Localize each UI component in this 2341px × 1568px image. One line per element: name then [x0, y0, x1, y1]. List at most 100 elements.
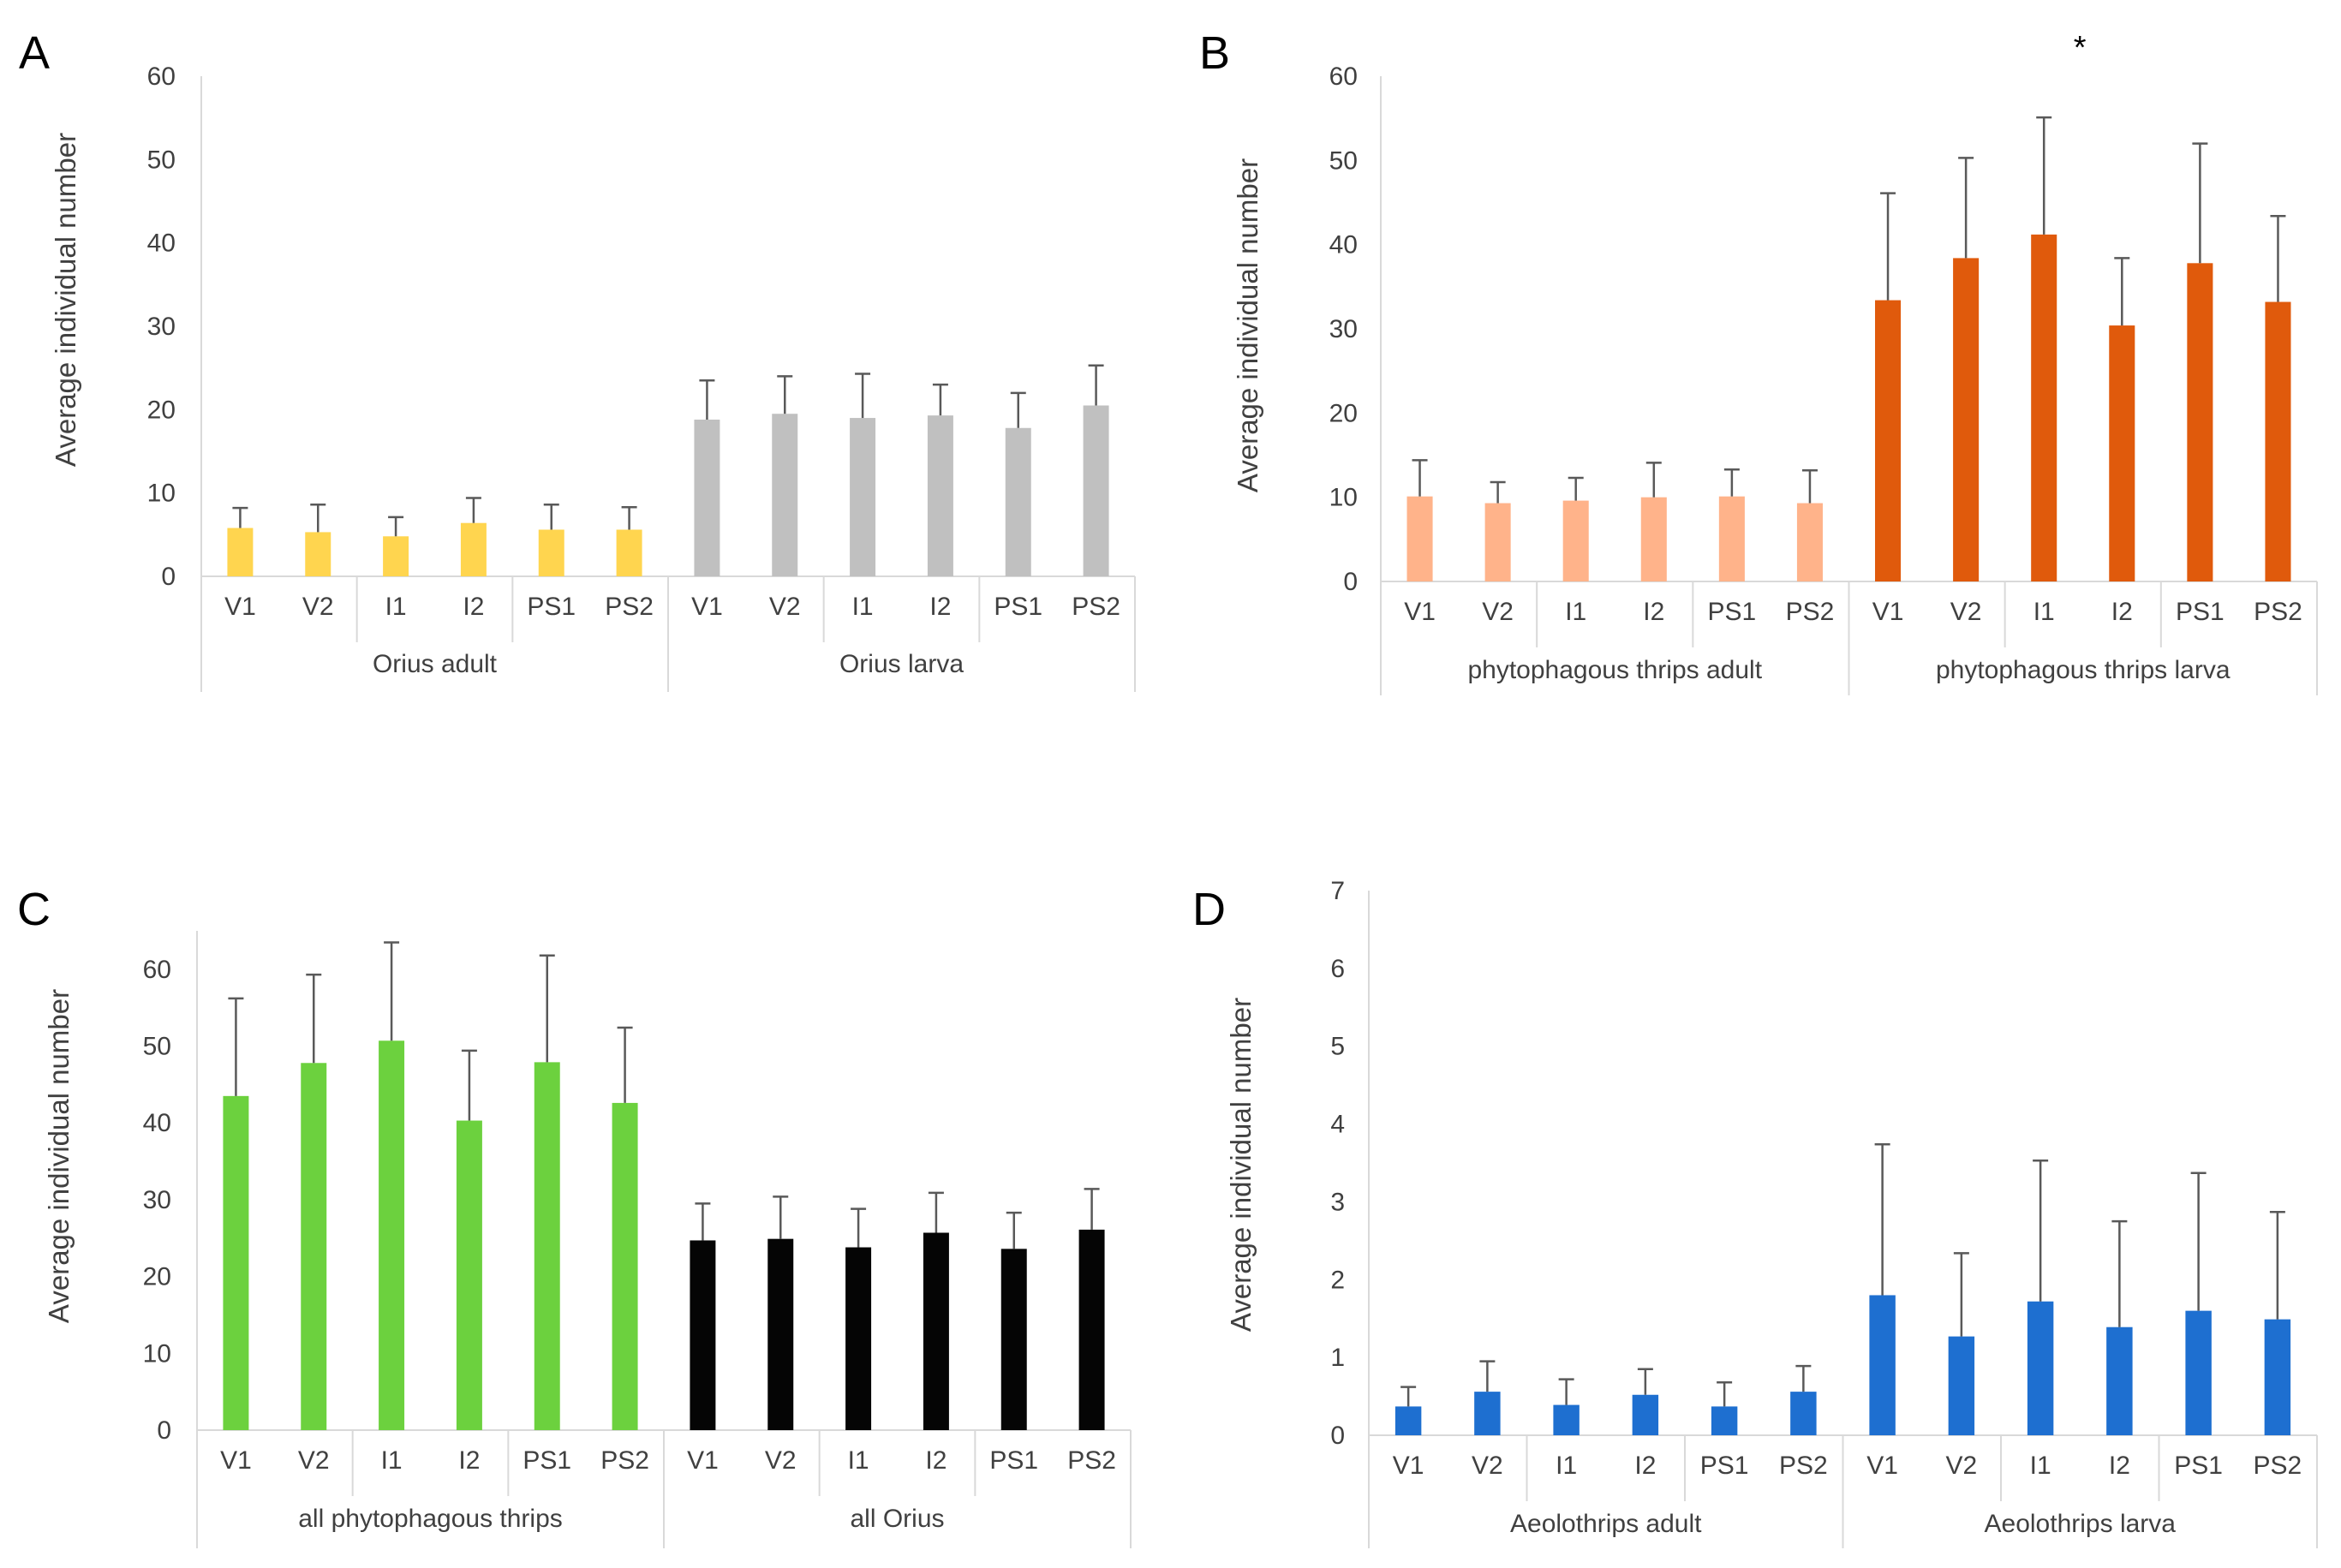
- panel-b-significance-marker: *: [2074, 30, 2087, 66]
- panel-b-category-label: I1: [1565, 598, 1586, 626]
- panel-c-category-label: V1: [220, 1446, 252, 1475]
- panel-b-bar: [1796, 503, 1823, 581]
- panel-b-ytick: 30: [1329, 315, 1358, 343]
- panel-a-ytick: 20: [147, 396, 176, 424]
- panel-d-category-label: PS1: [1700, 1452, 1749, 1480]
- panel-d-ytick: 3: [1330, 1188, 1345, 1216]
- panel-d-ytick: 0: [1330, 1422, 1345, 1450]
- panel-b-group-label: phytophagous thrips larva: [1936, 656, 2231, 684]
- panel-a-ytick: 30: [147, 313, 176, 341]
- panel-b-bar: [2109, 325, 2135, 581]
- panel-c-category-label: PS1: [523, 1446, 571, 1475]
- panel-c-group-label: all phytophagous thrips: [298, 1505, 563, 1533]
- panel-a-bar: [227, 528, 254, 576]
- panel-a-category-label: PS1: [527, 593, 576, 621]
- panel-d-category-label: V1: [1866, 1452, 1898, 1480]
- panel-d-category-label: PS2: [2254, 1452, 2302, 1480]
- panel-a-bar: [927, 415, 953, 576]
- panel-c-ylabel: Average individual number: [43, 989, 75, 1323]
- panel-a-category-label: I2: [929, 593, 951, 621]
- panel-b-ytick: 60: [1329, 63, 1358, 91]
- panel-a-ytick: 60: [147, 63, 176, 91]
- panel-b-bar: [1875, 300, 1902, 581]
- panel-a-ytick: 10: [147, 480, 176, 508]
- panel-c-bar: [379, 1040, 405, 1430]
- panel-b-bar: [2265, 301, 2291, 581]
- panel-a-bar: [538, 529, 564, 576]
- panel-d-bar: [2185, 1310, 2212, 1435]
- chart-panel-a: A Average individual number 0 10 20 30 40 50 60 V…: [19, 27, 1136, 692]
- panel-a-bar: [1083, 405, 1109, 576]
- panel-c-category-label: I2: [925, 1446, 947, 1475]
- panel-a-bar: [616, 529, 642, 576]
- panel-a-bar: [1005, 427, 1031, 576]
- panel-a-group-label: Orius larva: [839, 650, 964, 678]
- panel-d-category-label: PS2: [1779, 1452, 1828, 1480]
- panel-d-bar: [1948, 1336, 1975, 1435]
- panel-a-bar: [460, 522, 487, 576]
- panel-c-ytick: 20: [143, 1263, 171, 1291]
- panel-c-bar: [923, 1232, 949, 1430]
- panel-d-ylabel: Average individual number: [1225, 998, 1257, 1332]
- panel-d-ytick: 6: [1330, 955, 1345, 983]
- panel-b-bar: [1640, 497, 1667, 581]
- panel-b-category-label: V1: [1404, 598, 1436, 626]
- panel-d-bar: [1553, 1404, 1580, 1435]
- panel-a-category-label: V2: [769, 593, 801, 621]
- panel-c-category-label: V1: [687, 1446, 719, 1475]
- panel-b-category-label: V1: [1872, 598, 1904, 626]
- panel-a-group-label: Orius adult: [373, 650, 498, 678]
- panel-c-bar: [845, 1247, 872, 1430]
- panel-d-category-label: V1: [1393, 1452, 1424, 1480]
- panel-d-category-label: I1: [2030, 1452, 2051, 1480]
- panel-c-category-label: V2: [298, 1446, 330, 1475]
- panel-a-category-label: I2: [463, 593, 484, 621]
- panel-b-letter: B: [1199, 27, 1230, 79]
- panel-d-group-label: Aeolothrips adult: [1510, 1510, 1702, 1538]
- panel-b-group-label: phytophagous thrips adult: [1467, 656, 1762, 684]
- panel-c-bar: [534, 1062, 560, 1430]
- chart-panel-b: B Average individual number 0 10 20 30 40 50 60 V…: [1199, 27, 2318, 695]
- panel-b-category-label: V2: [1482, 598, 1514, 626]
- panel-b-bar: [1718, 496, 1745, 581]
- panel-d-bar: [1869, 1295, 1896, 1435]
- panel-b-ytick: 10: [1329, 484, 1358, 512]
- panel-c-ytick: 30: [143, 1186, 171, 1214]
- panel-c-category-label: I1: [848, 1446, 869, 1475]
- panel-b-bar: [1406, 496, 1433, 581]
- panel-b-bar: [1484, 503, 1511, 581]
- panel-b-bar: [2031, 234, 2057, 581]
- panel-b-category-label: PS1: [1708, 598, 1757, 626]
- panel-d-category-label: I1: [1556, 1452, 1577, 1480]
- panel-d-category-label: PS1: [2174, 1452, 2223, 1480]
- panel-c-bar: [767, 1238, 794, 1430]
- panel-c-bar: [612, 1102, 638, 1430]
- panel-a-category-label: V1: [691, 593, 723, 621]
- panel-a-category-label: PS1: [994, 593, 1042, 621]
- panel-c-ytick: 10: [143, 1339, 171, 1368]
- panel-d-category-label: V2: [1946, 1452, 1978, 1480]
- panel-a-bar: [305, 532, 331, 576]
- panel-d-ytick: 4: [1330, 1111, 1345, 1139]
- panel-c-category-label: I1: [381, 1446, 403, 1475]
- panel-b-category-label: PS2: [2254, 598, 2302, 626]
- panel-a-ytick: 50: [147, 146, 176, 174]
- panel-c-bar: [690, 1240, 716, 1430]
- panel-a-bar: [850, 418, 876, 576]
- panel-c-ytick: 0: [157, 1416, 171, 1445]
- panel-a-category-label: PS2: [605, 593, 654, 621]
- panel-b-category-label: I2: [1643, 598, 1664, 626]
- panel-c-category-label: I2: [458, 1446, 480, 1475]
- panel-c-bar: [456, 1120, 482, 1430]
- panel-a-letter: A: [19, 27, 50, 79]
- panel-b-category-label: I2: [2111, 598, 2133, 626]
- panel-c-bar: [301, 1063, 327, 1430]
- panel-a-category-label: V2: [302, 593, 334, 621]
- panel-c-category-label: V2: [765, 1446, 797, 1475]
- panel-a-ytick: 40: [147, 230, 176, 258]
- panel-d-bar: [1711, 1406, 1738, 1435]
- panel-b-ylabel: Average individual number: [1232, 158, 1263, 492]
- chart-panel-d: D Average individual number 0 1 2 3 4 5 6 7 V1 V2 I1…: [1192, 877, 2318, 1548]
- panel-b-bar: [1953, 258, 1980, 581]
